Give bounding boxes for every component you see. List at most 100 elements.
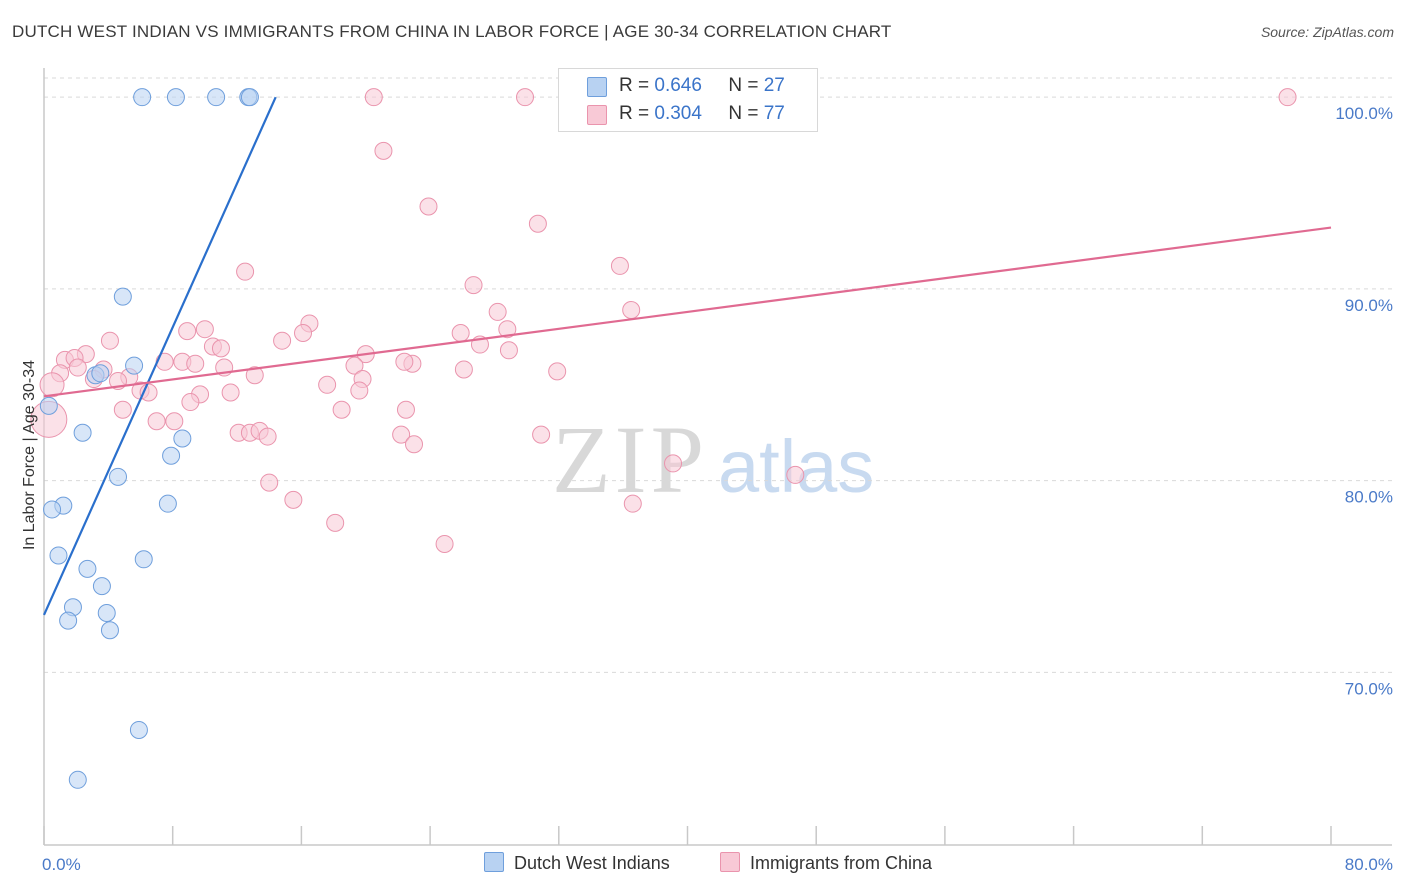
data-point [134,550,153,569]
data-point [73,423,92,442]
data-point [43,500,62,519]
y-tick-label: 80.0% [1345,488,1393,507]
watermark: ZIP atlas [552,406,874,513]
data-point [610,256,629,275]
data-point [664,454,683,473]
data-point [396,400,415,419]
data-point [332,400,351,419]
chart-title: DUTCH WEST INDIAN VS IMMIGRANTS FROM CHI… [12,22,892,41]
data-point [178,322,197,341]
data-point [284,490,303,509]
data-point [786,465,805,484]
data-point [129,720,148,739]
data-point [109,467,128,486]
legend-swatch-blue [587,77,607,97]
data-point [133,88,152,107]
n-value: 27 [763,75,785,96]
data-point [499,341,518,360]
data-point [195,320,214,339]
data-point [374,141,393,160]
y-tick-label: 100.0% [1335,104,1393,123]
legend-row-dutch-west-indians: R = 0.646 N = 27 [619,75,785,97]
data-point [78,559,97,578]
data-point [464,276,483,295]
data-point [1278,88,1297,107]
source-label: Source: ZipAtlas.com [1260,24,1394,40]
data-point [97,603,116,622]
y-axis-label: In Labor Force | Age 30-34 [21,360,38,550]
trend-line [43,226,1332,398]
data-point [68,358,87,377]
data-point [240,88,259,107]
data-point [113,287,132,306]
n-label: N = [728,103,759,124]
data-point [49,546,68,565]
data-point [294,324,313,343]
data-point [623,494,642,513]
data-point [162,446,181,465]
data-point [498,320,517,339]
legend-swatch-pink [720,852,740,872]
data-point [532,425,551,444]
data-point [100,331,119,350]
data-point [39,372,65,398]
data-point [155,352,174,371]
legend-label: Immigrants from China [750,853,933,873]
r-label: R = [619,103,650,124]
data-point [165,412,184,431]
axes [43,68,1392,846]
legend-item-immigrants-from-china: Immigrants from China [720,852,932,874]
data-point [405,435,424,454]
data-point [273,331,292,350]
data-point [364,88,383,107]
data-point [326,513,345,532]
r-value: 0.646 [654,75,702,96]
r-label: R = [619,75,650,96]
data-point [100,621,119,640]
data-point [488,302,507,321]
dutch-west-indians-points [39,88,259,789]
data-point [622,301,641,320]
r-value: 0.304 [654,103,702,124]
n-label: N = [728,75,759,96]
legend-swatch-blue [484,852,504,872]
data-point [147,412,166,431]
trend-lines [42,96,1332,616]
data-point [158,494,177,513]
data-point [392,425,411,444]
data-point [173,429,192,448]
n-value: 77 [763,103,785,124]
data-point [221,383,240,402]
correlation-legend: R = 0.646 N = 27 R = 0.304 N = 77 [558,68,818,132]
data-point [345,356,364,375]
data-point [59,611,78,630]
data-point [318,375,337,394]
legend-row-immigrants-from-china: R = 0.304 N = 77 [619,103,785,125]
data-point [419,197,438,216]
data-point [236,262,255,281]
data-point [207,88,226,107]
data-point [91,364,110,383]
y-tick-label: 70.0% [1345,679,1393,698]
x-tick-label: 0.0% [42,855,81,874]
tick-labels: 70.0% 80.0% 90.0% 100.0% 0.0% 80.0% [42,104,1393,874]
data-point [454,360,473,379]
data-point [245,366,264,385]
data-point [516,88,535,107]
data-point [548,362,567,381]
y-tick-label: 90.0% [1345,296,1393,315]
data-point [435,534,454,553]
data-point [395,352,414,371]
data-point [166,88,185,107]
data-point [39,396,58,415]
x-tick-label: 80.0% [1345,855,1393,874]
data-point [186,354,205,373]
data-point [211,339,230,358]
data-point [113,400,132,419]
data-point [92,577,111,596]
data-point [528,214,547,233]
data-point [181,393,200,412]
legend-swatch-pink [587,105,607,125]
data-point [451,324,470,343]
